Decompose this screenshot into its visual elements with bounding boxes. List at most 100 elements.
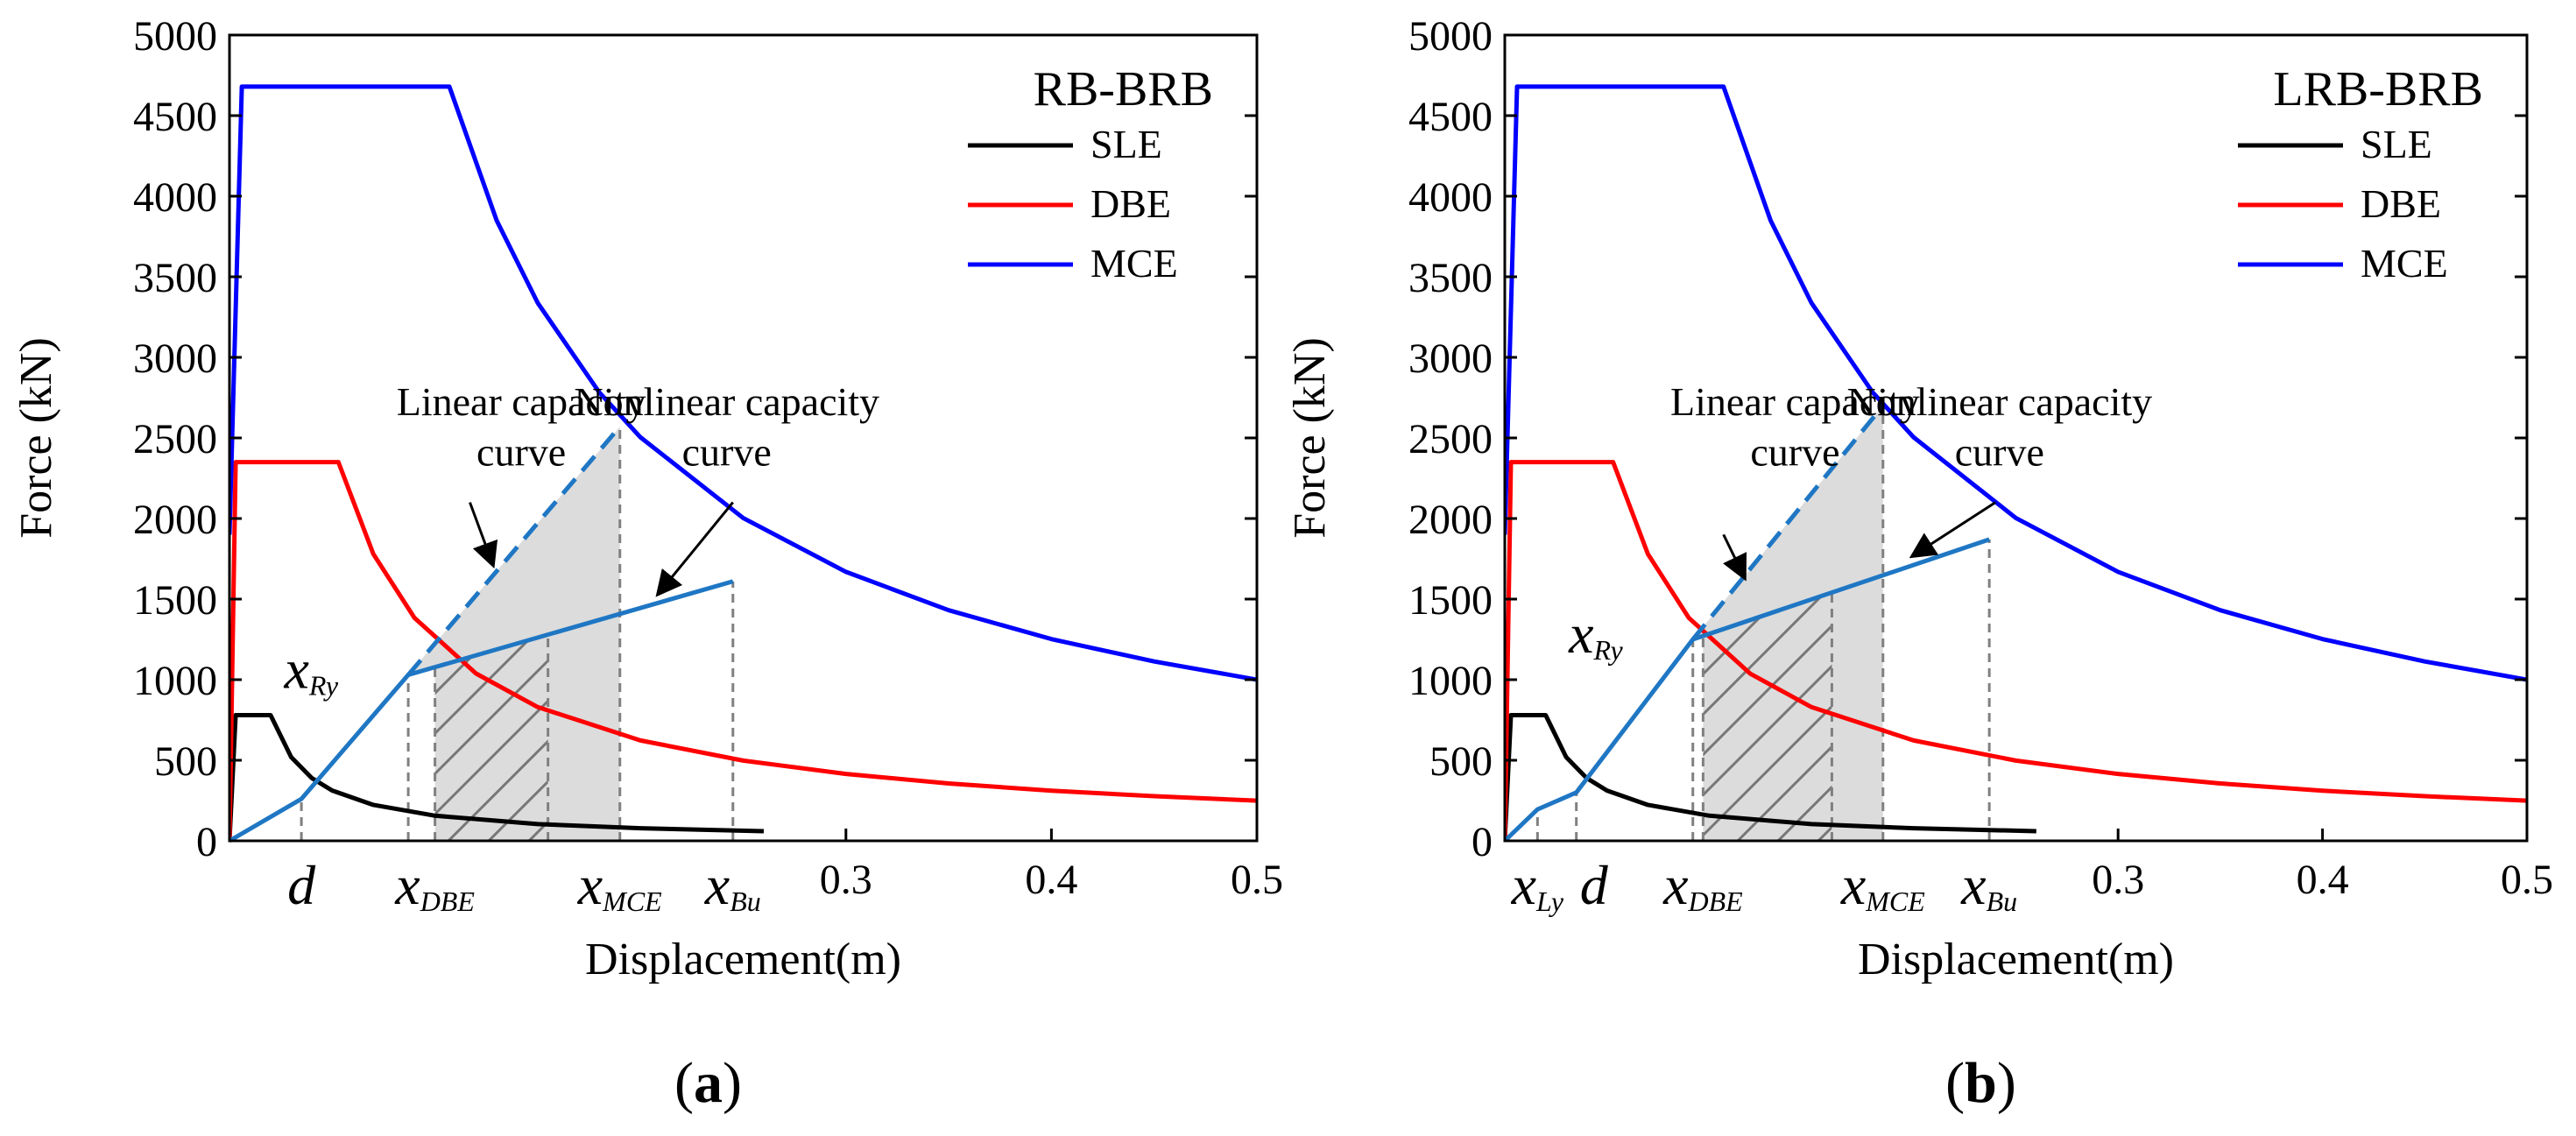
xRy-symbol: x (1568, 603, 1593, 665)
nonlinear-capacity-curve (1503, 537, 1990, 843)
y-tick-label: 2500 (133, 416, 217, 462)
y-tick-label: 500 (154, 738, 217, 785)
xBu-label: xBu (1960, 854, 2017, 917)
legend-label-sle: SLE (1090, 122, 1162, 166)
hatched-region (434, 634, 548, 841)
xDBE-label: xDBE (1662, 854, 1743, 917)
xRy-subscript: Ry (308, 669, 339, 701)
linear-arrow (1722, 533, 1747, 582)
y-tick-label: 4000 (133, 174, 217, 221)
x-tick-label: 0.3 (2092, 857, 2144, 903)
xMCE-label: xMCE (577, 854, 662, 917)
xDBE-subscript: DBE (420, 886, 476, 917)
y-tick-label: 3500 (133, 255, 217, 301)
y-tick-label: 1000 (1408, 658, 1493, 704)
panel-label: (a) (674, 1051, 742, 1115)
linear-capacity-label-line2: curve (476, 429, 566, 474)
d-label: d (1580, 854, 1609, 916)
y-tick-label: 4000 (1408, 174, 1493, 221)
y-axis-label: Force (kN) (1285, 337, 1335, 539)
linear-capacity-curve (406, 425, 622, 677)
panel-letter: b (1965, 1051, 1997, 1115)
xMCE-label: xMCE (1840, 854, 1925, 917)
y-tick-label: 1500 (133, 577, 217, 624)
panel-label: (b) (1945, 1051, 2016, 1115)
hatched-region (1703, 592, 1832, 841)
legend-label-mce: MCE (2361, 241, 2448, 286)
nonlinear-capacity-label-line2: curve (682, 429, 772, 474)
xLy-subscript: Ly (1535, 886, 1564, 917)
y-tick-label: 5000 (133, 13, 217, 60)
y-tick-label: 0 (196, 819, 217, 865)
y-tick-label: 2000 (1408, 497, 1493, 543)
nonlinear-capacity-label: Nonlinear capacity (1846, 379, 2152, 424)
x-axis-label: Displacement(m) (585, 935, 901, 984)
series-sle-line (1505, 712, 2036, 841)
panel-b: 0 500 1000 1500 2000 2500 3000 3500 4000 4500 5000… (1285, 13, 2553, 1115)
y-tick-label: 1500 (1408, 577, 1493, 624)
y-tick-label: 500 (1429, 738, 1493, 785)
y-tick-label: 4500 (1408, 94, 1493, 140)
y-axis-label: Force (kN) (11, 337, 61, 539)
legend-label-mce: MCE (1090, 241, 1178, 286)
xDBE-label: xDBE (394, 854, 475, 917)
xBu-symbol: x (704, 854, 730, 916)
x-axis-label: Displacement(m) (1858, 935, 2174, 984)
xDBE-symbol: x (394, 854, 420, 916)
legend-label-dbe: DBE (2361, 181, 2441, 226)
x-tick-label: 0.4 (1025, 857, 1077, 903)
xRy-subscript: Ry (1593, 634, 1624, 666)
panel-a: 0 500 1000 1500 2000 2500 3000 3500 4000 4500 5000… (11, 13, 1283, 1115)
y-tick-label: 4500 (133, 94, 217, 140)
chart-title: RB-BRB (1034, 62, 1213, 116)
x-tick-label: 0.3 (820, 857, 872, 903)
d-label: d (287, 854, 316, 916)
linear-capacity-curve (1690, 404, 1885, 641)
y-tick-label: 3000 (1408, 335, 1493, 382)
x-tick-label: 0.5 (1231, 857, 1283, 903)
x-tick-label: 0.4 (2297, 857, 2349, 903)
demand-curves (229, 84, 1257, 841)
xMCE-subscript: MCE (602, 886, 662, 917)
panel-letter: a (694, 1051, 723, 1115)
nonlinear-arrow (655, 501, 734, 597)
x-tick-label: 0.5 (2501, 857, 2553, 903)
y-tick-label: 0 (1471, 819, 1493, 865)
linear-capacity-label: Linear capacity (397, 379, 646, 424)
y-tick-label: 5000 (1408, 13, 1493, 60)
linear-capacity-label-line2: curve (1750, 429, 1839, 474)
xBu-subscript: Bu (1987, 886, 2018, 917)
xMCE-symbol: x (1840, 854, 1866, 916)
chart-title: LRB-BRB (2273, 62, 2483, 116)
nonlinear-capacity-curve (228, 579, 734, 843)
xBu-symbol: x (1960, 854, 1986, 916)
xLy-label: xLy (1511, 854, 1564, 917)
nonlinear-arrow (1909, 501, 1996, 559)
y-tick-label: 3500 (1408, 255, 1493, 301)
xMCE-subscript: MCE (1865, 886, 1925, 917)
d-symbol: d (287, 854, 316, 916)
xRy-label: xRy (284, 638, 339, 701)
y-tick-label: 2000 (133, 497, 217, 543)
series-dbe-line (229, 460, 1257, 841)
xRy-label: xRy (1568, 603, 1623, 666)
xBu-subscript: Bu (730, 886, 761, 917)
series-mce-line (229, 84, 1257, 682)
xBu-label: xBu (704, 854, 761, 917)
linear-capacity-label: Linear capacity (1670, 379, 1920, 424)
linear-arrow (469, 502, 498, 569)
xDBE-subscript: DBE (1687, 886, 1743, 917)
y-tick-label: 1000 (133, 658, 217, 704)
series-mce-line (1505, 84, 2527, 682)
y-tick-label: 2500 (1408, 416, 1493, 462)
legend-label-dbe: DBE (1090, 181, 1171, 226)
legend-label-sle: SLE (2361, 122, 2432, 166)
xDBE-symbol: x (1662, 854, 1688, 916)
d-symbol: d (1580, 854, 1609, 916)
demand-curves (1505, 84, 2527, 841)
series-dbe-line (1505, 460, 2527, 841)
nonlinear-capacity-label: Nonlinear capacity (574, 379, 879, 424)
xLy-symbol: x (1511, 854, 1536, 916)
